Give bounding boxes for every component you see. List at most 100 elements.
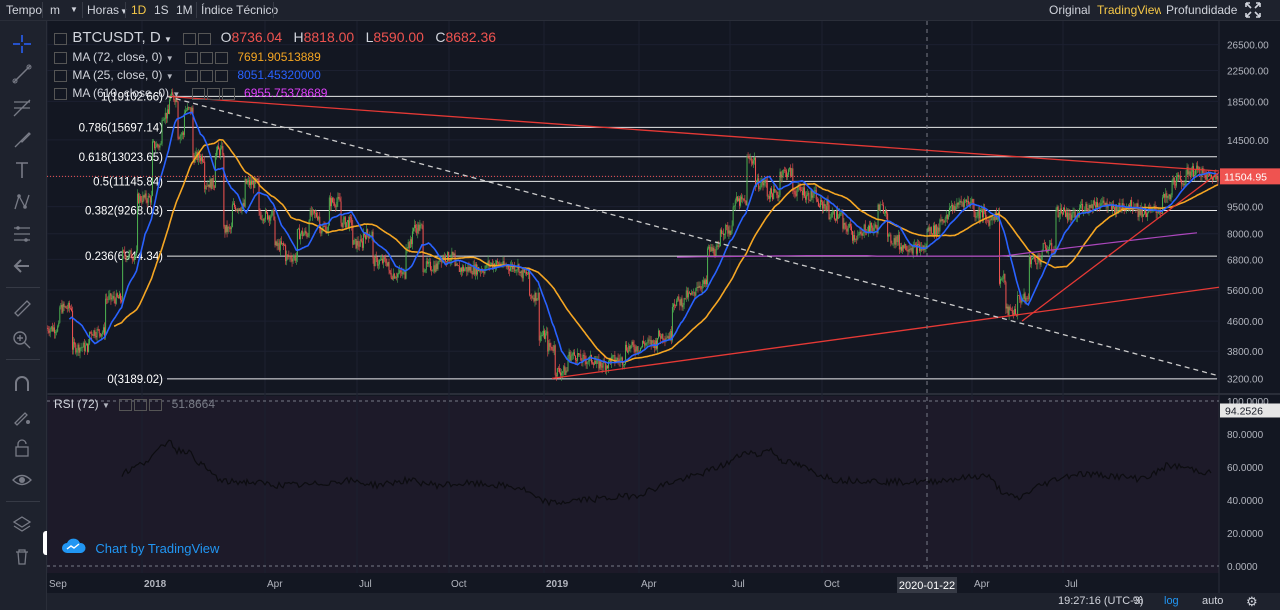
ruler-icon[interactable] <box>8 297 36 319</box>
ma610-label[interactable]: MA (610, close, 0) <box>72 86 170 100</box>
candle-body <box>939 219 941 232</box>
candle-body <box>110 293 112 300</box>
crosshair-icon[interactable] <box>8 33 36 55</box>
text-icon[interactable] <box>8 159 36 181</box>
interval-1d-button[interactable]: 1D <box>131 3 147 17</box>
close-icon[interactable] <box>149 398 163 411</box>
fib-retracement-icon[interactable] <box>8 223 36 245</box>
candle-body <box>209 179 211 188</box>
view-depth-tab[interactable]: Profundidade <box>1161 0 1243 20</box>
candle-body <box>1179 176 1181 177</box>
rsi-label[interactable]: RSI (72) <box>54 397 99 411</box>
candle-body <box>1088 204 1090 212</box>
legend-collapse-icon[interactable] <box>54 69 67 82</box>
legend-collapse-icon[interactable] <box>54 51 67 64</box>
candle-body <box>382 258 384 264</box>
candle-body <box>733 206 735 208</box>
last-price-tag <box>1220 168 1280 185</box>
candle-body <box>915 244 917 254</box>
candle-body <box>1166 193 1168 198</box>
gear-icon[interactable]: ⚙ <box>1246 594 1258 609</box>
candle-body <box>179 135 181 139</box>
settings-icon[interactable] <box>134 398 148 411</box>
visibility-icon[interactable] <box>185 51 198 64</box>
eye-icon[interactable] <box>8 469 36 491</box>
log-scale-button[interactable]: log <box>1164 595 1179 607</box>
layers-icon[interactable] <box>8 513 36 535</box>
ma25-label[interactable]: MA (25, close, 0) <box>72 68 163 82</box>
candle-body <box>1174 184 1176 186</box>
view-tradingview-tab[interactable]: TradingView <box>1092 0 1169 20</box>
close-icon[interactable] <box>198 32 212 45</box>
legend-collapse-icon[interactable] <box>54 32 67 45</box>
legend-collapse-icon[interactable] <box>54 87 67 100</box>
candle-body <box>1050 242 1052 245</box>
candle-body <box>764 180 766 184</box>
ma72-label[interactable]: MA (72, close, 0) <box>72 50 163 64</box>
brush-icon[interactable] <box>8 129 36 151</box>
pitchfork-icon[interactable] <box>8 97 36 119</box>
candle-body <box>857 235 859 239</box>
settings-icon[interactable] <box>200 51 213 64</box>
chevron-down-icon[interactable]: ▼ <box>164 35 172 44</box>
candle-body <box>714 254 716 256</box>
magnet-icon[interactable] <box>8 373 36 395</box>
drawing-toolbar <box>0 21 50 610</box>
interval-select[interactable]: m ▼ <box>46 0 80 20</box>
candle-body <box>538 292 540 341</box>
close-icon[interactable] <box>221 87 235 100</box>
chevron-down-icon: ▼ <box>70 5 78 14</box>
symbol-title[interactable]: BTCUSDT, D <box>72 29 161 46</box>
candle-body <box>823 203 825 209</box>
candle-body <box>79 347 81 353</box>
close-icon[interactable] <box>215 69 228 82</box>
lock-icon[interactable] <box>8 437 36 459</box>
interval-1m-button[interactable]: 1M <box>176 3 193 17</box>
visibility-icon[interactable] <box>191 87 205 100</box>
price-chart[interactable]: 1(19102.66) 0.786(15697.14) 0.618(13023.65… <box>47 21 1280 593</box>
chevron-down-icon[interactable]: ▼ <box>172 90 181 99</box>
candle-body <box>675 305 677 307</box>
settings-icon[interactable] <box>206 87 220 100</box>
trend-line-icon[interactable] <box>8 63 36 85</box>
expand-icon[interactable] <box>1244 1 1262 19</box>
chevron-down-icon[interactable]: ▼ <box>102 401 110 410</box>
visibility-icon[interactable] <box>185 69 198 82</box>
candle-body <box>328 197 330 226</box>
chevron-down-icon[interactable]: ▼ <box>165 72 174 81</box>
candle-body <box>1127 205 1129 207</box>
candle-body <box>248 180 250 186</box>
candle-body <box>333 202 335 203</box>
percent-scale-button[interactable]: % <box>1133 595 1143 607</box>
candle-body <box>872 227 874 231</box>
close-icon[interactable] <box>215 51 228 64</box>
interval-1s-button[interactable]: 1S <box>154 3 169 17</box>
arrow-left-icon[interactable] <box>8 255 36 277</box>
chevron-down-icon[interactable]: ▼ <box>165 54 174 63</box>
hours-dropdown[interactable]: Horas▼ <box>83 0 132 20</box>
candle-body <box>668 336 670 340</box>
candle-body <box>712 247 714 252</box>
pencil-lock-icon[interactable] <box>8 405 36 427</box>
candle-body <box>783 170 785 171</box>
pattern-icon[interactable] <box>8 191 36 213</box>
candle-body <box>376 257 378 266</box>
auto-scale-button[interactable]: auto <box>1202 595 1224 607</box>
view-original-tab[interactable]: Original <box>1044 0 1096 20</box>
trash-icon[interactable] <box>8 545 36 567</box>
candle-body <box>278 243 280 251</box>
technical-indicator-button[interactable]: Índice Técnico <box>201 3 279 17</box>
visibility-icon[interactable] <box>119 398 133 411</box>
candle-body <box>1057 206 1059 218</box>
tradingview-watermark[interactable]: Chart by TradingView <box>62 537 219 557</box>
candle-body <box>1011 310 1013 314</box>
settings-icon[interactable] <box>200 69 213 82</box>
candle-body <box>300 234 302 240</box>
zoom-in-icon[interactable] <box>8 329 36 351</box>
candle-body <box>428 261 430 263</box>
candle-body <box>1039 258 1041 265</box>
candle-body <box>687 292 689 298</box>
candle-body <box>146 200 148 203</box>
rsi-legend: RSI (72) ▼ 51.8664 <box>54 397 215 411</box>
settings-icon[interactable] <box>183 32 197 45</box>
